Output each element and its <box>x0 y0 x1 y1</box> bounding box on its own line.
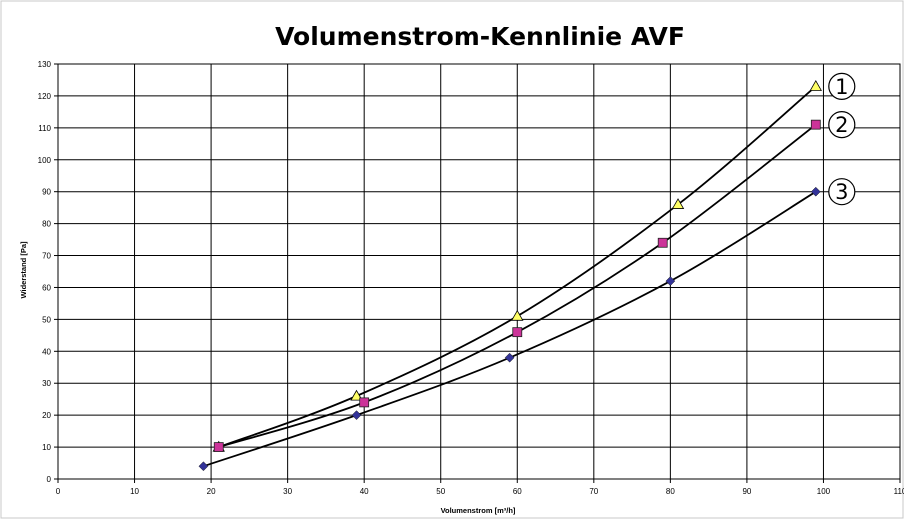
diamond-marker <box>198 461 209 472</box>
curve-label-1: 1 <box>828 72 856 100</box>
square-marker <box>512 327 523 338</box>
x-tick-label: 90 <box>742 487 751 496</box>
series-3 <box>198 186 821 472</box>
curve-label-2: 2 <box>828 111 856 139</box>
square-marker <box>359 397 370 408</box>
square-marker <box>657 237 668 248</box>
y-tick-label: 120 <box>38 92 52 101</box>
diamond-marker <box>504 352 515 363</box>
x-tick-label: 30 <box>283 487 292 496</box>
y-tick-label: 130 <box>38 60 52 69</box>
curve-label-3: 3 <box>828 178 856 206</box>
x-tick-label: 100 <box>817 487 831 496</box>
curve-labels: 1 2 3 <box>828 72 856 206</box>
series <box>198 80 822 472</box>
curve-label-circle <box>828 178 856 206</box>
y-tick-label: 50 <box>42 315 51 324</box>
plot-frame <box>57 63 901 480</box>
y-tick-label: 20 <box>42 411 51 420</box>
diamond-marker <box>351 410 362 421</box>
square-marker <box>810 119 821 130</box>
curve-label-circle <box>828 111 856 139</box>
curve-label-circle <box>828 72 856 100</box>
y-axis-label: Widerstand [Pa] <box>19 241 28 299</box>
x-tick-label: 70 <box>589 487 598 496</box>
x-tick-label: 50 <box>436 487 445 496</box>
triangle-marker <box>511 309 524 321</box>
y-tick-label: 90 <box>42 188 51 197</box>
y-tick-label: 60 <box>42 283 51 292</box>
x-tick-label: 20 <box>207 487 216 496</box>
curve-label-text: 2 <box>835 113 848 137</box>
y-axis-ticks: 0 10 20 30 40 50 60 70 80 90 100 110 120 130 <box>38 60 52 484</box>
triangle-marker <box>671 198 685 209</box>
x-tick-label: 10 <box>130 487 139 496</box>
x-tick-label: 40 <box>360 487 369 496</box>
y-tick-label: 70 <box>42 252 51 261</box>
x-tick-label: 80 <box>666 487 675 496</box>
square-marker <box>213 442 224 452</box>
curve-label-text: 3 <box>835 180 848 204</box>
x-tick-label: 60 <box>513 487 522 496</box>
curve-label-text: 1 <box>835 75 848 99</box>
grid <box>54 63 901 483</box>
triangle-marker <box>350 389 363 401</box>
y-tick-label: 40 <box>42 347 51 356</box>
triangle-marker <box>809 80 822 91</box>
x-axis-label: Volumenstrom [m³/h] <box>441 506 516 515</box>
x-tick-label: 0 <box>56 487 61 496</box>
x-axis-ticks: 0 10 20 30 40 50 60 70 80 90 100 110 <box>56 487 904 496</box>
diamond-marker <box>665 276 676 286</box>
series-2 <box>213 119 821 452</box>
y-tick-label: 100 <box>38 156 52 165</box>
y-tick-label: 10 <box>42 443 51 452</box>
y-tick-label: 0 <box>47 475 52 484</box>
x-tick-label: 110 <box>894 487 904 496</box>
y-tick-label: 30 <box>42 379 51 388</box>
diamond-marker <box>810 186 821 197</box>
y-tick-label: 110 <box>38 124 51 133</box>
y-tick-label: 80 <box>42 220 51 229</box>
chart-title: Volumenstrom-Kennlinie AVF <box>275 22 685 51</box>
